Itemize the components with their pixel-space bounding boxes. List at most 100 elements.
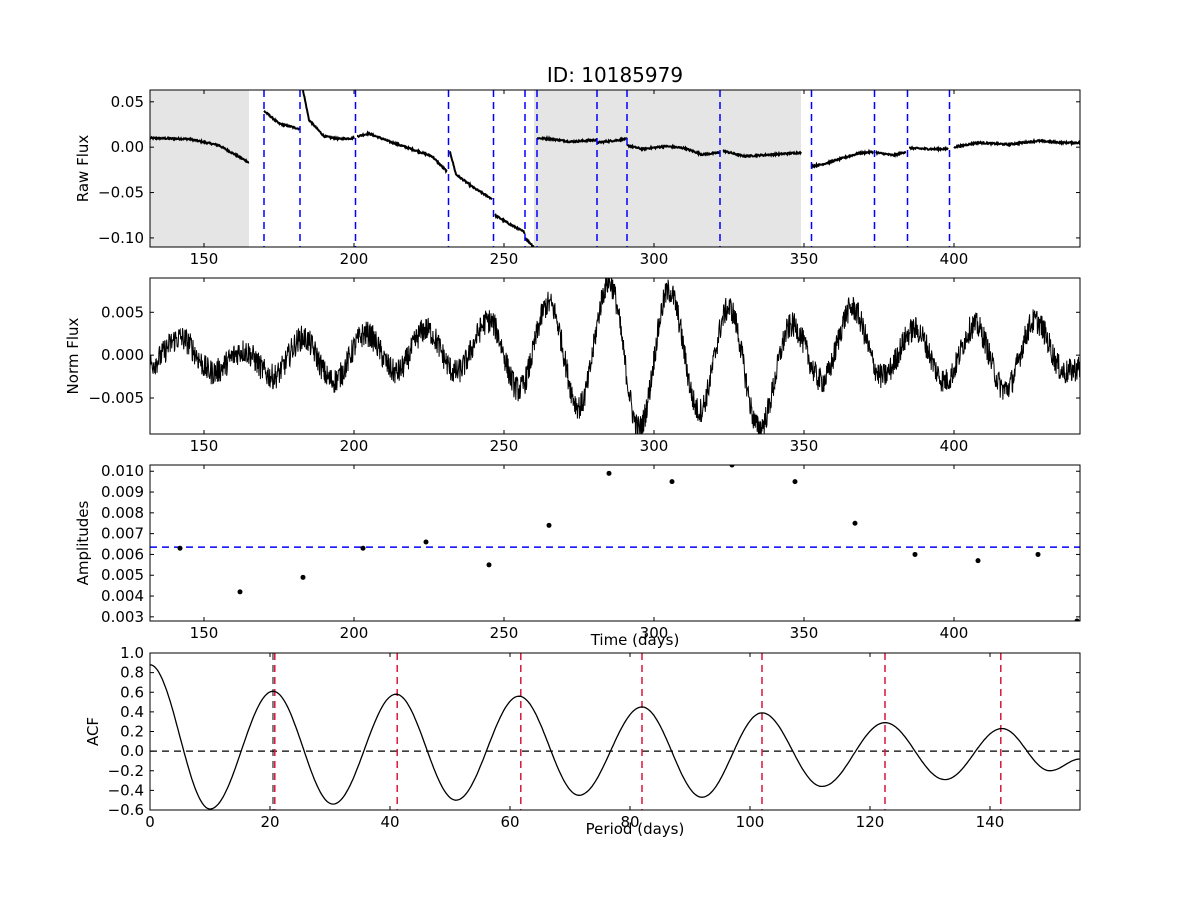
amplitudes-plot-area — [150, 465, 1080, 621]
amplitudes-point — [852, 520, 858, 526]
amplitudes-point — [486, 562, 492, 568]
norm-flux-xtick-label: 250 — [490, 437, 519, 455]
norm-flux-ylabel: Norm Flux — [64, 317, 82, 394]
acf-ytick-label: 1.0 — [120, 644, 144, 662]
amplitudes-point — [423, 539, 429, 545]
acf-panel: 0 20 40 60 80 100 120 140 1.0 0.80.6 0.4 0.20.0 −0.2… — [84, 644, 1081, 838]
acf-ytick-label: −0.4 — [108, 781, 144, 799]
norm-flux-plot-area — [150, 278, 1080, 434]
amplitudes-point — [1074, 618, 1080, 621]
acf-ytick-label: 0.0 — [120, 742, 144, 760]
norm-flux-ytick-label: 0.000 — [101, 346, 144, 364]
raw-flux-xtick-label: 400 — [940, 250, 969, 268]
amplitudes-point — [1035, 551, 1041, 557]
acf-ytick-label: −0.2 — [108, 762, 144, 780]
acf-ylabel: ACF — [84, 717, 102, 746]
raw-flux-flux-segment — [536, 135, 598, 144]
raw-flux-plot-area — [150, 90, 1080, 247]
raw-flux-ytick-label: 0.05 — [111, 93, 144, 111]
amplitudes-point — [237, 589, 243, 595]
amplitudes-xlabel: Time (days) — [590, 631, 680, 649]
norm-flux-xtick-label: 350 — [790, 437, 819, 455]
raw-flux-xtick-label: 200 — [340, 250, 369, 268]
raw-flux-xtick-label: 300 — [640, 250, 669, 268]
raw-flux-flux-segment — [494, 213, 526, 235]
amplitudes-point — [792, 479, 798, 485]
norm-flux-xtick-label: 150 — [190, 437, 219, 455]
amplitudes-point — [360, 545, 366, 551]
raw-flux-flux-segment — [596, 136, 628, 145]
raw-flux-shaded-span — [534, 90, 801, 247]
amplitudes-ytick-label: 0.006 — [101, 545, 144, 563]
amplitudes-ytick-label: 0.010 — [101, 462, 144, 480]
raw-flux-flux-segment — [449, 151, 493, 201]
raw-flux-flux-segment — [953, 137, 1080, 149]
amplitudes-frame — [149, 464, 1081, 622]
raw-flux-flux-segment — [722, 149, 802, 159]
acf-ytick-label: −0.6 — [108, 801, 144, 819]
acf-ytick-label: 0.6 — [120, 683, 144, 701]
acf-xtick-label: 40 — [380, 813, 399, 831]
raw-flux-flux-segment — [875, 149, 907, 159]
raw-flux-flux-segment — [356, 130, 448, 174]
amplitudes-point — [546, 522, 552, 528]
raw-flux-xtick-label: 250 — [490, 250, 519, 268]
norm-flux-flux-line — [150, 278, 1080, 434]
amplitudes-ytick-label: 0.003 — [101, 608, 144, 626]
amplitudes-ytick-label: 0.004 — [101, 587, 144, 605]
amplitudes-xtick-label: 350 — [790, 624, 819, 642]
acf-xtick-label: 100 — [736, 813, 765, 831]
acf-xlabel: Period (days) — [586, 820, 685, 838]
acf-ytick-label: 0.2 — [120, 723, 144, 741]
norm-flux-xtick-label: 200 — [340, 437, 369, 455]
raw-flux-ytick-label: −0.10 — [98, 229, 144, 247]
raw-flux-xtick-label: 350 — [790, 250, 819, 268]
norm-flux-frame — [149, 277, 1081, 435]
acf-plot-area — [150, 653, 1080, 810]
raw-flux-flux-segment — [626, 143, 721, 158]
amplitudes-point — [975, 558, 981, 564]
acf-xtick-label: 20 — [260, 813, 279, 831]
raw-flux-ylabel: Raw Flux — [74, 135, 92, 203]
amplitudes-point — [606, 470, 612, 476]
norm-flux-xtick-label: 400 — [940, 437, 969, 455]
raw-flux-frame — [149, 89, 1081, 248]
acf-ytick-label: 0.8 — [120, 664, 144, 682]
norm-flux-xtick-label: 300 — [640, 437, 669, 455]
acf-xtick-label: 60 — [500, 813, 519, 831]
raw-flux-xtick-label: 150 — [190, 250, 219, 268]
raw-flux-flux-segment — [263, 109, 301, 131]
acf-xtick-label: 80 — [620, 813, 639, 831]
amplitudes-ylabel: Amplitudes — [74, 500, 92, 585]
raw-flux-flux-segment — [810, 148, 874, 170]
raw-flux-ytick-label: 0.00 — [111, 138, 144, 156]
amplitudes-xtick-label: 200 — [340, 624, 369, 642]
amplitudes-point — [669, 479, 675, 485]
amplitudes-xtick-label: 250 — [490, 624, 519, 642]
acf-acf-curve — [150, 664, 1080, 810]
norm-flux-panel: 150 200 250 300 350 400 0.005 0.000 −0.005 Norm F… — [64, 277, 1081, 455]
acf-xtick-label: 120 — [856, 813, 885, 831]
raw-flux-flux-segment — [524, 237, 535, 247]
amplitudes-ytick-label: 0.008 — [101, 504, 144, 522]
raw-flux-shaded-span — [150, 90, 249, 247]
raw-flux-flux-segment — [302, 90, 355, 142]
acf-ytick-label: 0.4 — [120, 703, 144, 721]
raw-flux-panel: 150 200 250 300 350 400 0.05 0.00 −0.05 −0.10 Raw … — [74, 89, 1081, 268]
figure-title: ID: 10185979 — [547, 63, 683, 87]
amplitudes-xtick-label: 150 — [190, 624, 219, 642]
amplitudes-xtick-label: 300 — [640, 624, 669, 642]
amplitudes-point — [177, 545, 183, 551]
amplitudes-xtick-label: 400 — [940, 624, 969, 642]
amplitudes-panel: 150 200 250 300 350 400 0.003 0.004 0.005 0.006 0.… — [74, 462, 1081, 649]
amplitudes-ytick-label: 0.007 — [101, 525, 144, 543]
amplitudes-ytick-label: 0.005 — [101, 566, 144, 584]
raw-flux-flux-segment — [150, 135, 250, 164]
amplitudes-point — [300, 574, 306, 580]
norm-flux-ytick-label: 0.005 — [101, 303, 144, 321]
acf-xtick-label: 0 — [145, 813, 155, 831]
amplitudes-point — [729, 465, 735, 468]
acf-xtick-label: 140 — [976, 813, 1005, 831]
amplitudes-ytick-label: 0.009 — [101, 483, 144, 501]
